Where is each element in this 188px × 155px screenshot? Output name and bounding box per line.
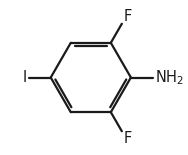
Text: F: F: [124, 131, 132, 146]
Text: F: F: [124, 9, 132, 24]
Text: NH$_2$: NH$_2$: [155, 68, 184, 87]
Text: I: I: [22, 70, 27, 85]
